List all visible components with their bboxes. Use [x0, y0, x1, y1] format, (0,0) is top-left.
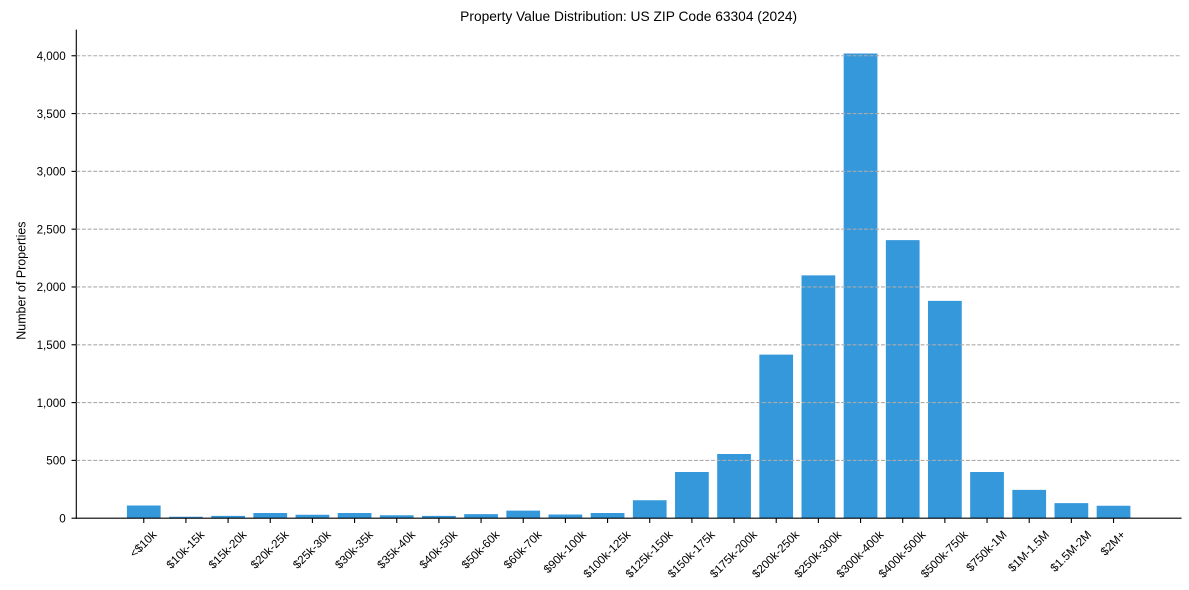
svg-text:3,500: 3,500	[37, 108, 67, 121]
svg-text:0: 0	[59, 512, 66, 525]
svg-text:2,000: 2,000	[37, 281, 67, 294]
svg-text:3,000: 3,000	[37, 166, 67, 179]
svg-text:Property Value Distribution: U: Property Value Distribution: US ZIP Code…	[460, 9, 797, 24]
svg-text:2,500: 2,500	[37, 223, 67, 236]
svg-text:4,000: 4,000	[37, 50, 67, 63]
svg-text:500: 500	[46, 455, 66, 468]
svg-text:Number of Properties: Number of Properties	[14, 221, 28, 339]
svg-text:1,000: 1,000	[37, 397, 67, 410]
svg-text:1,500: 1,500	[37, 339, 67, 352]
